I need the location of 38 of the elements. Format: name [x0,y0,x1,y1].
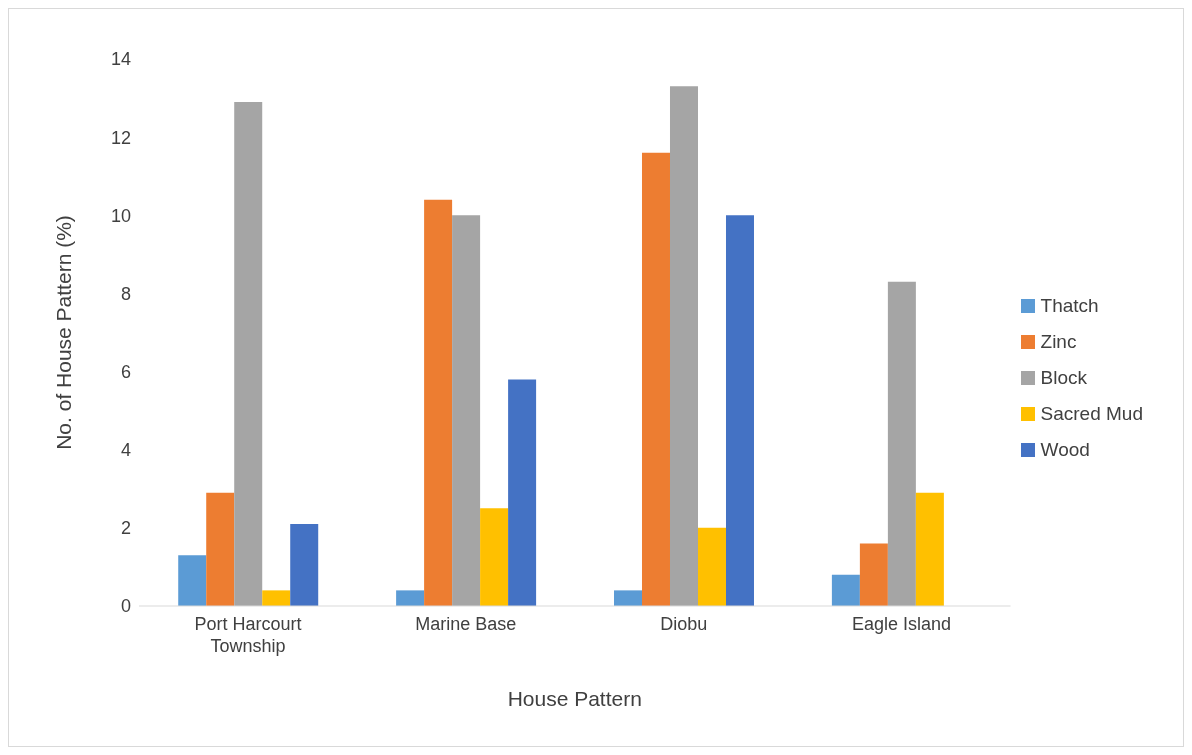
legend-label: Wood [1040,438,1090,461]
legend-label: Zinc [1040,330,1077,353]
bar [262,590,291,606]
bar [234,101,263,606]
legend-label: Thatch [1040,294,1099,317]
bar [508,379,537,606]
bar [480,508,509,606]
bar [452,215,481,606]
y-tick-label: 4 [120,440,131,461]
bar [859,543,888,606]
bar [697,527,726,606]
x-tick-label: Marine Base [415,614,517,634]
y-tick-label: 0 [120,596,131,617]
bar [641,152,670,606]
legend-label: Sacred Mud [1040,402,1143,425]
x-tick-label: Diobu [660,614,708,634]
y-tick-label: 14 [110,49,131,70]
y-tick-label: 2 [120,518,131,539]
bar [669,86,698,606]
bar [206,492,235,606]
y-axis-title: No. of House Pattern (%) [52,215,76,450]
bar [178,555,207,606]
y-tick-label: 6 [120,361,131,382]
bar [831,574,860,606]
x-tick-label: Port Harcourt Township [194,614,302,656]
bar [915,492,944,606]
y-tick-label: 10 [110,205,131,226]
x-axis-title: House Pattern [507,687,642,710]
x-tick-label: Eagle Island [852,614,952,634]
bar [887,281,916,606]
legend-label: Block [1040,366,1088,389]
y-tick-label: 12 [110,127,131,148]
bar [424,199,453,606]
bar [613,590,642,606]
bar [290,523,319,606]
bar [725,215,754,606]
y-tick-label: 8 [120,283,131,304]
bar [396,590,425,606]
